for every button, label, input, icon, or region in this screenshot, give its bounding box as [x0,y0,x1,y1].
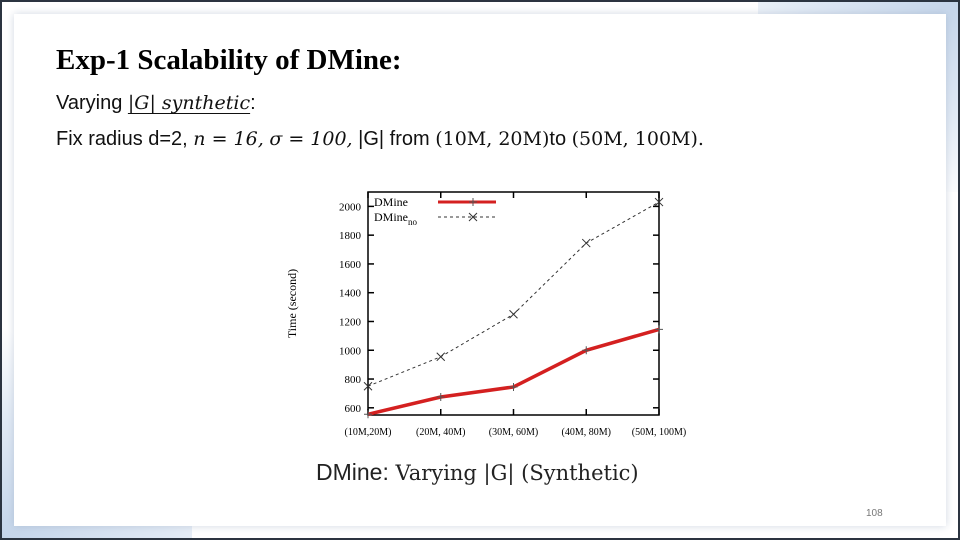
y-tick-label: 2000 [339,201,362,213]
y-tick-label: 1600 [339,259,362,271]
chart-caption: DMine: Varying |G| (Synthetic) [316,459,639,486]
caption-varying: Varying |G| (Synthetic) [388,461,639,485]
param-text-1: Fix radius d=2, [56,128,194,150]
bullet-parameters: Fix radius d=2, n = 16, σ = 100, |G| fro… [56,128,704,151]
legend-label-0: DMine [374,195,408,209]
y-tick-label: 1400 [339,288,362,300]
y-tick-label: 800 [345,374,362,386]
param-range-to: (50M, 100M). [571,128,704,150]
data-point-1 [654,197,664,207]
page-number: 108 [866,508,883,519]
data-point-0 [364,410,372,419]
caption-dmine: DMine: [316,459,389,485]
varying-math: |G| synthetic [127,92,251,114]
x-tick-label: (10M,20M) [345,427,392,438]
data-point-1 [509,309,518,319]
legend-label-1: DMineno [374,210,418,227]
param-to: to [549,128,572,150]
param-g-text: |G| from [352,128,436,150]
legend-marker-0 [469,198,477,206]
data-point-0 [436,393,445,402]
y-tick-label: 1200 [339,316,362,328]
x-tick-label: (30M, 60M) [489,427,538,438]
series-line-0 [367,327,660,416]
param-n: n = 16, [193,128,264,150]
scalability-line-chart: 600 800 1000 1200 1400 1600 1800 2000 (10M,20M) (… [285,191,686,438]
param-range-from: (10M, 20M) [435,128,550,150]
varying-prefix: Varying [56,92,128,114]
y-tick-label: 1000 [339,345,362,357]
x-tick-label: (20M, 40M) [416,427,465,438]
data-point-0 [582,346,591,355]
legend-marker-1 [468,212,478,222]
data-point-1 [436,352,446,362]
y-tick-label: 1800 [339,230,362,242]
data-point-0 [509,382,518,391]
bullet-varying: Varying |G| synthetic: [56,92,256,115]
data-point-1 [363,381,373,391]
series-line-1 [367,201,660,387]
slide-title: Exp-1 Scalability of DMine: [56,44,402,76]
varying-suffix: : [250,92,256,114]
y-axis-label: Time (second) [285,269,299,338]
y-tick-label: 600 [345,403,362,415]
data-point-0 [655,325,663,334]
data-point-1 [581,238,591,248]
x-tick-label: (40M, 80M) [562,427,611,438]
slide-canvas [14,14,946,526]
param-sigma: σ = 100, [269,128,353,150]
x-tick-label: (50M, 100M) [632,427,686,438]
